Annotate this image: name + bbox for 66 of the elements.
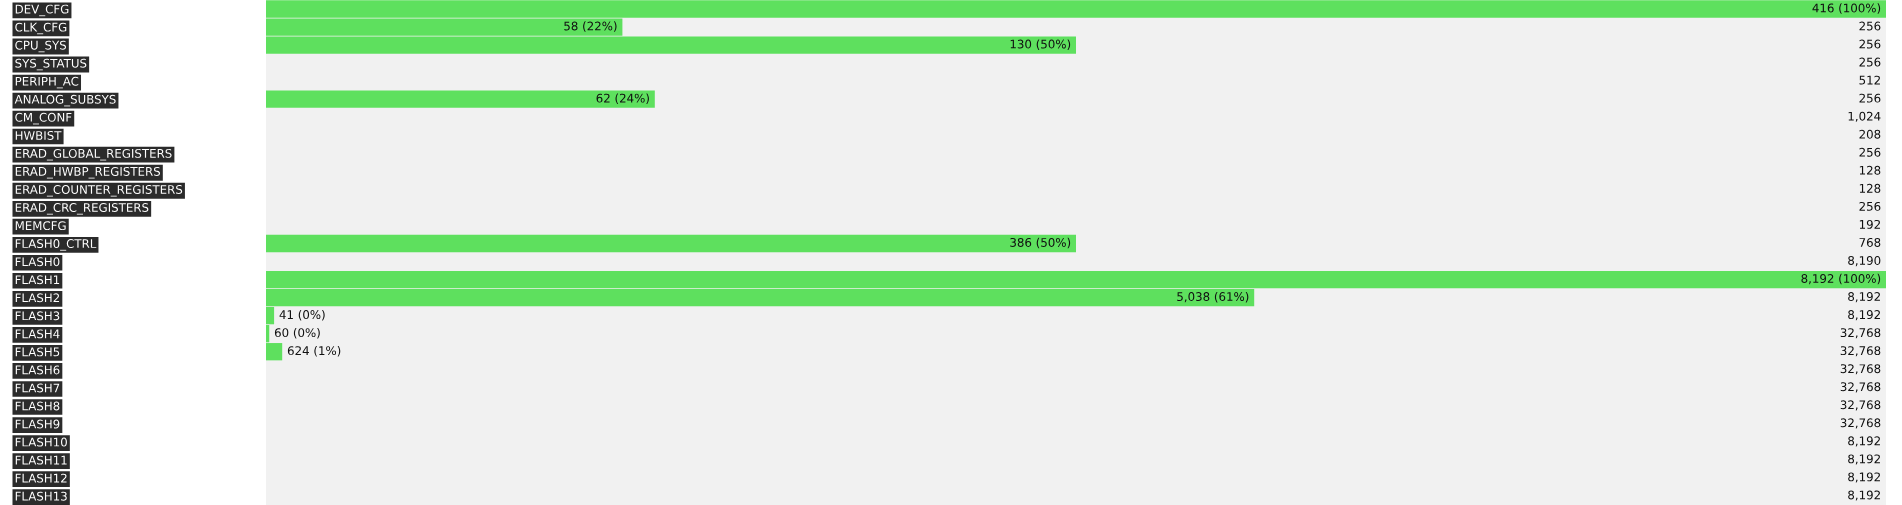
- bar: [266, 234, 1076, 253]
- annotation: 128: [1859, 165, 1881, 175]
- annotation: 768: [1859, 237, 1881, 247]
- data-label: 5,038 (61%): [1177, 291, 1249, 303]
- y-tick-label: FLASH9: [15, 419, 60, 429]
- annotation: 256: [1859, 57, 1881, 67]
- y-tick-label: CM_CONF: [15, 112, 72, 125]
- annotation: 128: [1859, 183, 1881, 193]
- annotation: 256: [1859, 21, 1881, 31]
- data-label: 416 (100%): [1812, 3, 1881, 14]
- bar: [266, 90, 655, 108]
- y-tick-label: FLASH8: [15, 401, 60, 411]
- annotation: 32,768: [1840, 364, 1881, 375]
- data-label: 130 (50%): [1010, 39, 1071, 50]
- y-tick-label: CLK_CFG: [15, 22, 67, 35]
- y-tick-label: FLASH0_CTRL: [15, 239, 97, 251]
- y-tick-label: SYS_STATUS: [15, 58, 87, 71]
- y-tick-label: ANALOG_SUBSYS: [14, 94, 116, 107]
- y-tick-label: MEMCFG: [15, 221, 66, 231]
- y-tick-label: FLASH5: [15, 347, 60, 357]
- y-tick-label: PERIPH_AC: [15, 76, 79, 89]
- y-tick-label: CPU_SYS: [15, 40, 67, 53]
- annotation: 512: [1859, 75, 1880, 85]
- y-tick-label: DEV_CFG: [15, 4, 69, 17]
- annotation: 256: [1859, 93, 1881, 103]
- y-tick-label: FLASH12: [15, 473, 67, 483]
- data-label: 624 (1%): [287, 346, 341, 357]
- annotation: 32,768: [1840, 346, 1881, 357]
- y-tick-label: FLASH7: [15, 383, 60, 393]
- annotation: 208: [1859, 129, 1881, 139]
- annotation: 1,024: [1848, 111, 1881, 122]
- annotation: 8,192: [1848, 310, 1880, 321]
- y-tick-label: FLASH6: [15, 365, 60, 375]
- annotation: 8,192: [1848, 436, 1880, 447]
- annotation: 8,192: [1848, 490, 1880, 501]
- y-tick-label: FLASH0: [15, 257, 60, 267]
- y-tick-label: HWBIST: [15, 130, 62, 140]
- y-tick-label: ERAD_CRC_REGISTERS: [15, 203, 149, 215]
- y-tick-label: ERAD_COUNTER_REGISTERS: [15, 184, 183, 197]
- y-tick-label: FLASH10: [15, 437, 67, 447]
- data-label: 41 (0%): [279, 309, 325, 321]
- y-tick-label: ERAD_GLOBAL_REGISTERS: [15, 148, 172, 161]
- annotation: 192: [1859, 219, 1880, 229]
- y-tick-label: FLASH4: [15, 329, 60, 339]
- y-tick-label: FLASH3: [15, 311, 60, 321]
- data-label: 60 (0%): [274, 327, 320, 339]
- annotation: 256: [1859, 39, 1881, 49]
- annotation: 32,768: [1840, 328, 1881, 339]
- y-tick-label: ERAD_HWBP_REGISTERS: [15, 166, 161, 179]
- annotation: 32,768: [1840, 400, 1881, 411]
- annotation: 8,192: [1848, 454, 1880, 465]
- annotation: 32,768: [1840, 418, 1881, 429]
- y-tick-label: FLASH11: [15, 455, 67, 465]
- data-label: 58 (22%): [564, 21, 617, 32]
- data-label: 386 (50%): [1010, 237, 1071, 249]
- annotation: 8,190: [1848, 256, 1881, 267]
- y-tick-label: FLASH13: [15, 491, 67, 501]
- annotation: 256: [1859, 147, 1881, 157]
- data-label: 8,192 (100%): [1801, 273, 1881, 285]
- annotation: 8,192: [1848, 472, 1880, 483]
- annotation: 32,768: [1840, 382, 1881, 393]
- annotation: 256: [1859, 201, 1881, 211]
- y-tick-label: FLASH2: [15, 293, 60, 303]
- y-tick-label: FLASH1: [15, 275, 60, 285]
- data-label: 62 (24%): [596, 93, 649, 105]
- annotation: 8,192: [1848, 292, 1880, 303]
